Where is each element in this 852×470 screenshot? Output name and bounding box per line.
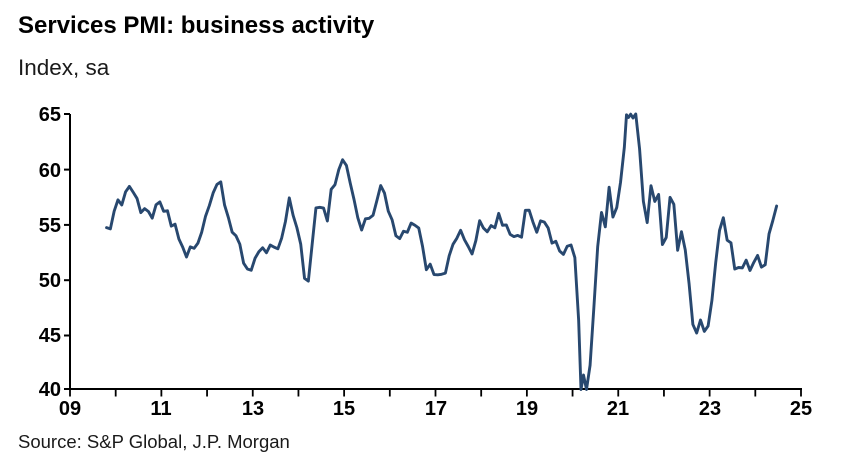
svg-text:55: 55 bbox=[39, 215, 61, 237]
svg-text:45: 45 bbox=[39, 325, 61, 347]
svg-text:11: 11 bbox=[150, 398, 171, 420]
svg-text:13: 13 bbox=[242, 398, 264, 420]
svg-text:09: 09 bbox=[59, 398, 81, 420]
svg-text:21: 21 bbox=[607, 398, 629, 420]
svg-text:25: 25 bbox=[790, 398, 812, 420]
svg-text:50: 50 bbox=[39, 270, 61, 292]
svg-text:19: 19 bbox=[516, 398, 538, 420]
svg-text:23: 23 bbox=[699, 398, 721, 420]
svg-text:65: 65 bbox=[39, 104, 61, 126]
svg-text:40: 40 bbox=[39, 379, 61, 401]
svg-text:15: 15 bbox=[333, 398, 355, 420]
svg-text:60: 60 bbox=[39, 160, 61, 182]
svg-text:17: 17 bbox=[425, 398, 447, 420]
